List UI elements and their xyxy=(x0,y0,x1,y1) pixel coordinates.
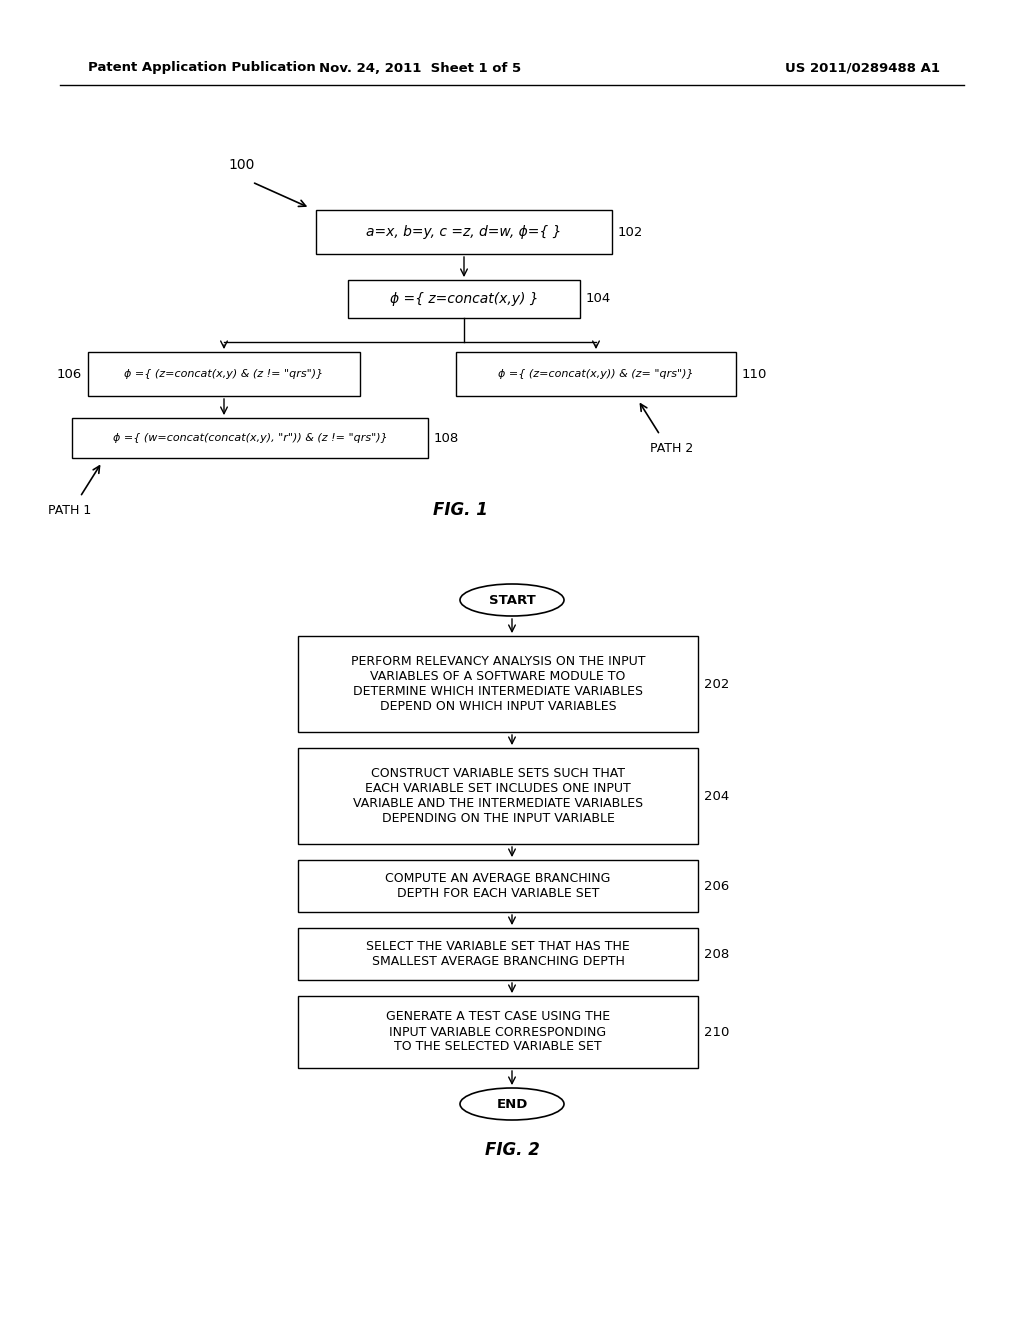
Text: 208: 208 xyxy=(705,948,729,961)
Ellipse shape xyxy=(460,583,564,616)
Text: GENERATE A TEST CASE USING THE
INPUT VARIABLE CORRESPONDING
TO THE SELECTED VARI: GENERATE A TEST CASE USING THE INPUT VAR… xyxy=(386,1011,610,1053)
FancyBboxPatch shape xyxy=(298,636,698,733)
FancyBboxPatch shape xyxy=(88,352,360,396)
Text: 110: 110 xyxy=(742,367,767,380)
Text: PATH 1: PATH 1 xyxy=(48,504,91,517)
Text: Patent Application Publication: Patent Application Publication xyxy=(88,62,315,74)
FancyBboxPatch shape xyxy=(348,280,580,318)
Text: ϕ ={ (w=concat(concat(x,y), "r")) & (z != "qrs")}: ϕ ={ (w=concat(concat(x,y), "r")) & (z !… xyxy=(113,433,387,444)
Text: 100: 100 xyxy=(228,158,254,172)
FancyBboxPatch shape xyxy=(456,352,736,396)
Text: FIG. 2: FIG. 2 xyxy=(484,1140,540,1159)
Text: US 2011/0289488 A1: US 2011/0289488 A1 xyxy=(785,62,940,74)
FancyBboxPatch shape xyxy=(298,748,698,843)
FancyBboxPatch shape xyxy=(316,210,612,253)
Text: Nov. 24, 2011  Sheet 1 of 5: Nov. 24, 2011 Sheet 1 of 5 xyxy=(318,62,521,74)
Text: 204: 204 xyxy=(705,789,729,803)
FancyBboxPatch shape xyxy=(298,861,698,912)
Text: 108: 108 xyxy=(434,432,459,445)
Text: FIG. 1: FIG. 1 xyxy=(432,502,487,519)
Text: START: START xyxy=(488,594,536,606)
Text: ϕ ={ (z=concat(x,y) & (z != "qrs")}: ϕ ={ (z=concat(x,y) & (z != "qrs")} xyxy=(124,370,324,379)
Ellipse shape xyxy=(460,1088,564,1119)
Text: 210: 210 xyxy=(705,1026,729,1039)
Text: PERFORM RELEVANCY ANALYSIS ON THE INPUT
VARIABLES OF A SOFTWARE MODULE TO
DETERM: PERFORM RELEVANCY ANALYSIS ON THE INPUT … xyxy=(351,655,645,713)
Text: END: END xyxy=(497,1097,527,1110)
Text: 104: 104 xyxy=(586,293,611,305)
Text: PATH 2: PATH 2 xyxy=(650,442,693,455)
Text: 106: 106 xyxy=(56,367,82,380)
Text: 102: 102 xyxy=(618,226,643,239)
Text: ϕ ={ z=concat(x,y) }: ϕ ={ z=concat(x,y) } xyxy=(390,292,539,306)
FancyBboxPatch shape xyxy=(298,928,698,979)
Text: a=x, b=y, c =z, d=w, ϕ={ }: a=x, b=y, c =z, d=w, ϕ={ } xyxy=(367,224,562,239)
Text: 206: 206 xyxy=(705,879,729,892)
Text: CONSTRUCT VARIABLE SETS SUCH THAT
EACH VARIABLE SET INCLUDES ONE INPUT
VARIABLE : CONSTRUCT VARIABLE SETS SUCH THAT EACH V… xyxy=(353,767,643,825)
FancyBboxPatch shape xyxy=(298,997,698,1068)
Text: COMPUTE AN AVERAGE BRANCHING
DEPTH FOR EACH VARIABLE SET: COMPUTE AN AVERAGE BRANCHING DEPTH FOR E… xyxy=(385,873,610,900)
Text: 202: 202 xyxy=(705,677,729,690)
Text: ϕ ={ (z=concat(x,y)) & (z= "qrs")}: ϕ ={ (z=concat(x,y)) & (z= "qrs")} xyxy=(499,370,694,379)
Text: SELECT THE VARIABLE SET THAT HAS THE
SMALLEST AVERAGE BRANCHING DEPTH: SELECT THE VARIABLE SET THAT HAS THE SMA… xyxy=(367,940,630,968)
FancyBboxPatch shape xyxy=(72,418,428,458)
